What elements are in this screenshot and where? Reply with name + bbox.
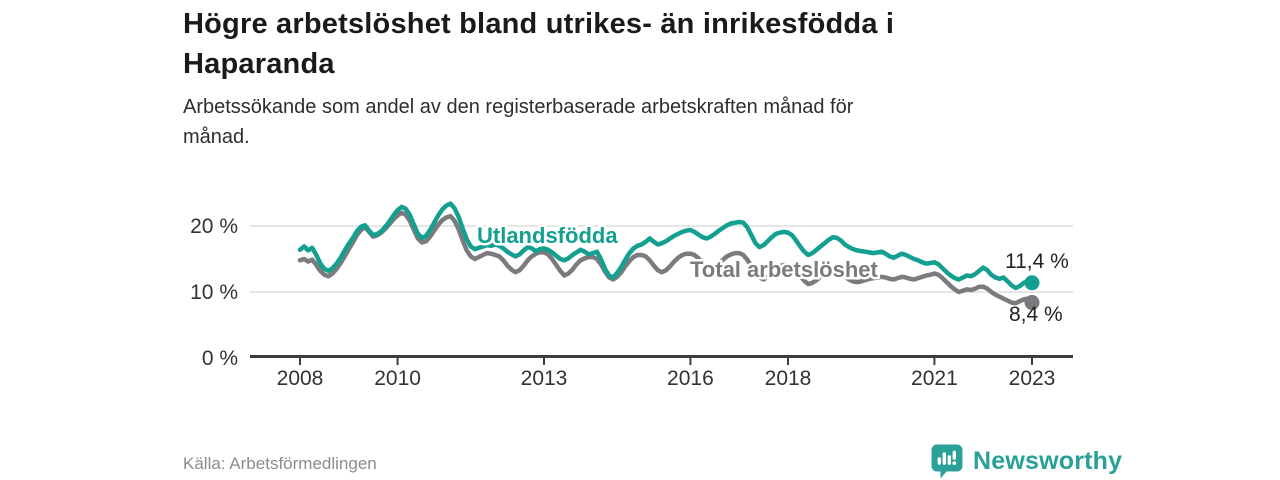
series-end-dot [1024,295,1040,311]
source-note: Källa: Arbetsförmedlingen [183,454,377,473]
speech-bubble-bar-chart-icon [931,444,963,479]
end-value-label: 8,4 % [1009,303,1063,326]
y-tick-label: 10 % [190,281,238,304]
x-tick-label: 2021 [911,367,958,390]
y-tick-label: 20 % [190,215,238,238]
x-tick-label: 2013 [521,367,568,390]
brand-wordmark: Newsworthy [973,446,1123,475]
x-tick-label: 2018 [765,367,812,390]
x-tick-label: 2023 [1009,367,1056,390]
exclamation-stem [952,450,956,460]
series-end-dot [1024,275,1040,291]
series-label: Utlandsfödda [477,223,618,248]
series-line-total [297,210,1035,306]
bar-tall [942,452,946,465]
y-tick-label: 0 % [202,347,238,370]
bar-medium [947,455,951,465]
x-tick-label: 2008 [277,367,324,390]
series-line-utlandsfodda [297,201,1035,291]
newsworthy-logo: Newsworthy [930,443,1122,479]
series-label: Total arbetslöshet [690,257,879,282]
x-tick-label: 2016 [667,367,714,390]
end-value-label: 11,4 % [1005,250,1069,273]
bar-short [937,457,941,465]
chart-subtitle: Arbetssökande som andel av den registerb… [183,96,854,148]
exclamation-dot [952,461,957,465]
speech-bubble-shape [931,444,963,479]
page-title: Högre arbetslöshet bland utrikes- än inr… [183,8,895,80]
x-tick-label: 2010 [374,367,421,390]
